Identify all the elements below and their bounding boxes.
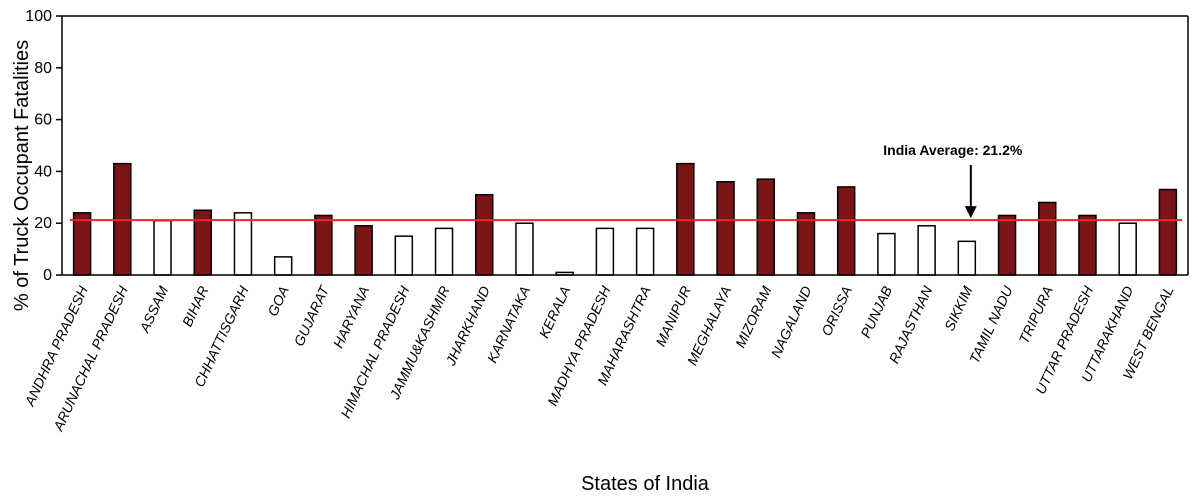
category-label: ORISSA — [818, 284, 855, 339]
arrow-head — [964, 206, 977, 219]
bar-orissa — [836, 186, 856, 276]
bar-karnataka — [515, 222, 534, 276]
category-label: GOA — [264, 284, 292, 319]
category-label: KERALA — [536, 284, 574, 341]
y-tick-label: 60 — [34, 112, 52, 129]
bar-sikkim — [957, 240, 977, 276]
category-label: ASSAM — [136, 283, 172, 335]
category-label: TAMIL NADU — [966, 283, 1016, 366]
category-label: ARUNACHAL PRADESH — [49, 283, 131, 434]
y-axis-title: % of Truck Occupant Fatalities — [11, 40, 33, 311]
bar-madhya-pradesh — [595, 227, 615, 276]
category-label: KARNATAKA — [484, 284, 533, 366]
category-label: HARYANA — [330, 284, 373, 351]
category-label: SIKKIM — [941, 283, 976, 333]
bar-jharkhand — [475, 193, 494, 276]
bar-gujarat — [314, 214, 333, 276]
bar-meghalaya — [716, 181, 735, 276]
y-tick-label: 20 — [34, 215, 52, 232]
category-label: PUNJAB — [857, 284, 895, 341]
bar-west-bengal — [1158, 188, 1178, 276]
bar-haryana — [354, 225, 373, 276]
bar-punjab — [877, 232, 896, 276]
axes — [61, 15, 1189, 276]
y-tick-label: 0 — [43, 267, 52, 284]
bar-himachal-pradesh — [394, 235, 414, 276]
y-axis-ticks: 0 20 40 60 80 100 — [25, 8, 62, 284]
bar-assam — [153, 219, 172, 276]
average-annotation-label: India Average: 21.2% — [883, 142, 1023, 158]
bar-nagaland — [796, 212, 816, 276]
y-tick-label: 40 — [34, 163, 52, 180]
category-label: MANIPUR — [652, 284, 694, 349]
average-annotation-arrow — [964, 165, 977, 219]
category-label: BIHAR — [179, 284, 212, 330]
bar-mizoram — [756, 178, 775, 276]
category-label: RAJASTHAN — [886, 283, 936, 366]
category-label: MIZORAM — [732, 283, 775, 350]
y-tick-label: 80 — [34, 60, 52, 77]
bar-chhattisgarh — [233, 212, 253, 276]
bar-tamil-nadu — [997, 214, 1017, 276]
bar-andhra-pradesh — [72, 212, 92, 276]
y-tick-label: 100 — [25, 8, 52, 25]
category-label: TRIPURA — [1015, 284, 1055, 346]
bar-tripura — [1038, 201, 1057, 276]
bar-rajasthan — [917, 225, 936, 276]
bar-jammu-kashmir — [434, 227, 454, 276]
bar-uttar-pradesh — [1078, 214, 1097, 276]
bar-uttarakhand — [1118, 222, 1137, 276]
bar-maharashtra — [635, 227, 655, 276]
bar-goa — [273, 256, 293, 276]
x-axis-title: States of India — [581, 473, 710, 495]
category-label: NAGALAND — [768, 284, 815, 361]
category-label: GUJARAT — [290, 282, 332, 348]
